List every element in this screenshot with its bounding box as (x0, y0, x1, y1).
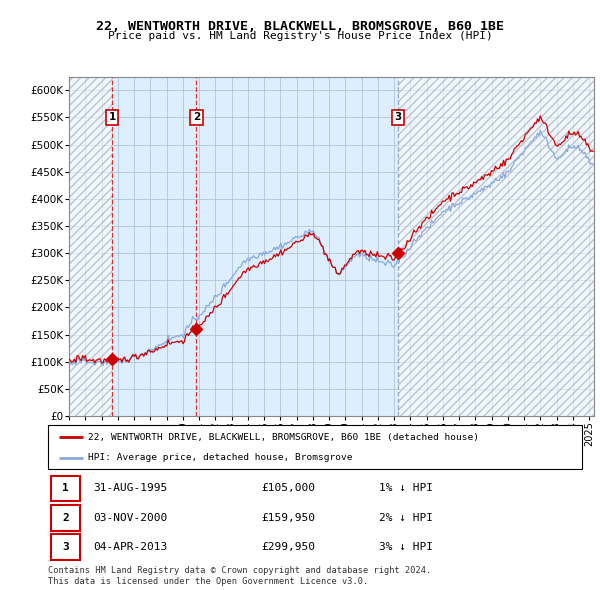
Bar (69, 77, 112, 416)
Text: HPI: Average price, detached house, Bromsgrove: HPI: Average price, detached house, Brom… (88, 454, 353, 463)
Text: 1: 1 (62, 483, 69, 493)
Text: 3% ↓ HPI: 3% ↓ HPI (379, 542, 433, 552)
Text: £299,950: £299,950 (262, 542, 316, 552)
Text: £159,950: £159,950 (262, 513, 316, 523)
Text: 1: 1 (109, 113, 116, 122)
Text: 03-NOV-2000: 03-NOV-2000 (94, 513, 167, 523)
Text: 04-APR-2013: 04-APR-2013 (94, 542, 167, 552)
Text: Contains HM Land Registry data © Crown copyright and database right 2024.: Contains HM Land Registry data © Crown c… (48, 566, 431, 575)
Text: £105,000: £105,000 (262, 483, 316, 493)
Text: 2: 2 (193, 113, 200, 122)
Bar (398, 77, 594, 416)
Text: This data is licensed under the Open Government Licence v3.0.: This data is licensed under the Open Gov… (48, 577, 368, 586)
Text: 2: 2 (62, 513, 69, 523)
Text: Price paid vs. HM Land Registry's House Price Index (HPI): Price paid vs. HM Land Registry's House … (107, 31, 493, 41)
Text: 2% ↓ HPI: 2% ↓ HPI (379, 513, 433, 523)
Text: 1% ↓ HPI: 1% ↓ HPI (379, 483, 433, 493)
Bar (50, 476, 80, 502)
Bar (50, 534, 80, 560)
Text: 22, WENTWORTH DRIVE, BLACKWELL, BROMSGROVE, B60 1BE (detached house): 22, WENTWORTH DRIVE, BLACKWELL, BROMSGRO… (88, 432, 479, 442)
Text: 3: 3 (62, 542, 69, 552)
Text: 22, WENTWORTH DRIVE, BLACKWELL, BROMSGROVE, B60 1BE: 22, WENTWORTH DRIVE, BLACKWELL, BROMSGRO… (96, 20, 504, 33)
Text: 31-AUG-1995: 31-AUG-1995 (94, 483, 167, 493)
Bar (50, 505, 80, 530)
Text: 3: 3 (395, 113, 402, 122)
